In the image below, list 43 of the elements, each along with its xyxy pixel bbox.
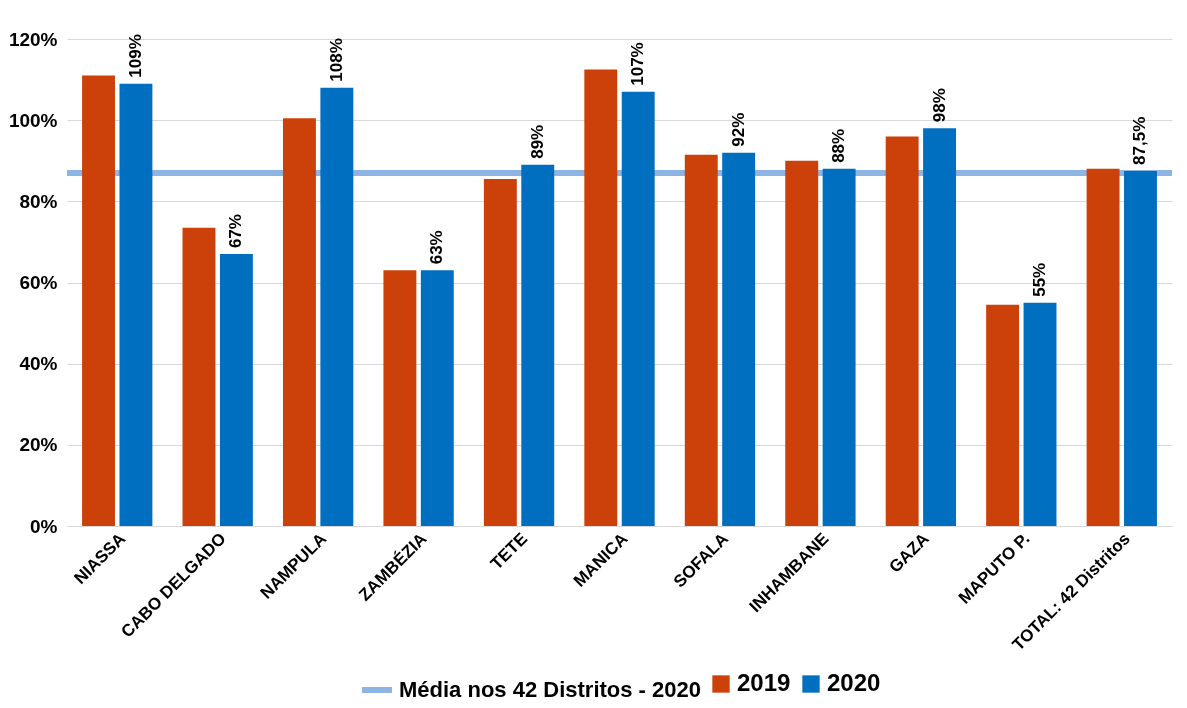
bar (182, 227, 216, 526)
bar (483, 179, 517, 526)
bar (282, 118, 316, 526)
bar (82, 75, 115, 526)
data-label: 109% (125, 34, 145, 78)
data-label: 87,5% (1130, 116, 1150, 165)
bar (219, 254, 253, 526)
y-tick-label: 60% (19, 272, 58, 293)
bar (1124, 170, 1157, 526)
data-label: 108% (326, 38, 346, 82)
y-tick-label: 20% (19, 434, 58, 456)
data-label: 107% (628, 42, 648, 86)
bar (621, 91, 655, 526)
bar (923, 128, 957, 526)
bar (785, 160, 819, 526)
y-tick-label: 0% (30, 515, 58, 537)
y-tick-label: 40% (19, 353, 58, 375)
y-tick-label: 100% (8, 109, 58, 131)
bar (986, 304, 1020, 526)
data-label: 92% (728, 112, 748, 147)
bar (1086, 168, 1120, 526)
bar (1023, 302, 1057, 526)
legend-label: Média nos 42 Distritos - 2020 (399, 677, 701, 702)
bar (885, 136, 919, 526)
data-label: 89% (527, 124, 547, 159)
bar (119, 83, 153, 526)
bar (420, 270, 454, 526)
data-label: 55% (1030, 262, 1050, 297)
data-label: 98% (929, 88, 949, 123)
data-label: 63% (427, 230, 447, 265)
y-tick-label: 80% (19, 190, 58, 212)
bar (584, 69, 618, 526)
bar (521, 164, 555, 526)
bar (722, 152, 756, 526)
bar (383, 270, 417, 526)
data-label: 67% (226, 214, 246, 249)
bar (320, 87, 354, 526)
legend-label: 2020 (827, 669, 881, 696)
data-label: 88% (829, 128, 849, 163)
bar (822, 168, 856, 526)
legend-label: 2019 (737, 669, 791, 696)
y-tick-label: 120% (8, 28, 58, 50)
bar (684, 154, 718, 526)
